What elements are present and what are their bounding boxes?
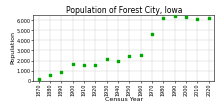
Point bbox=[105, 59, 108, 60]
Point bbox=[184, 16, 188, 18]
Point bbox=[94, 64, 97, 65]
X-axis label: Census Year: Census Year bbox=[105, 97, 143, 102]
Y-axis label: Population: Population bbox=[10, 31, 15, 64]
Point bbox=[82, 64, 86, 65]
Point bbox=[128, 56, 131, 57]
Point bbox=[207, 17, 211, 19]
Point bbox=[196, 18, 199, 20]
Point bbox=[162, 17, 165, 19]
Point bbox=[139, 55, 143, 56]
Point bbox=[116, 60, 120, 62]
Point bbox=[37, 78, 40, 79]
Point bbox=[60, 71, 63, 73]
Title: Population of Forest City, Iowa: Population of Forest City, Iowa bbox=[66, 6, 182, 15]
Point bbox=[173, 16, 176, 17]
Point bbox=[150, 34, 154, 35]
Point bbox=[48, 74, 52, 75]
Point bbox=[71, 63, 75, 64]
